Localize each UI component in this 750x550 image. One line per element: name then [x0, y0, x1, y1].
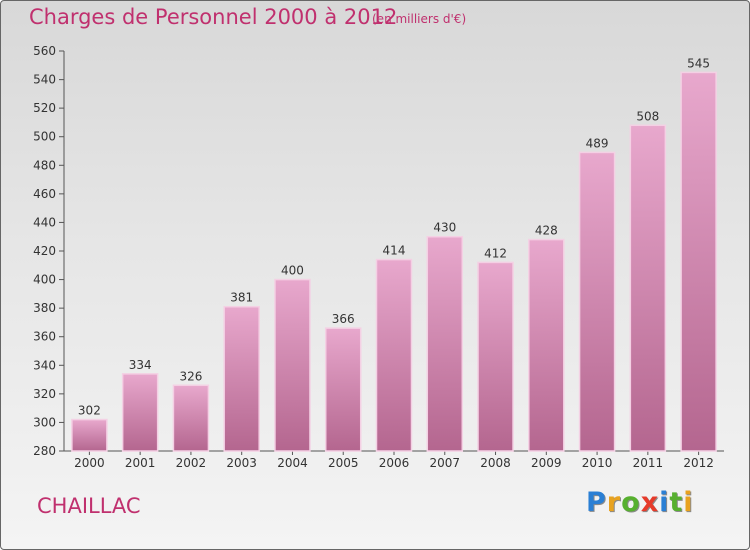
data-label-2007: 430: [433, 221, 456, 235]
y-tick-label: 300: [33, 415, 56, 429]
y-tick-label: 320: [33, 387, 56, 401]
data-label-2006: 414: [383, 244, 406, 258]
bar-2010: [578, 151, 616, 452]
proxiti-logo: Proxiti: [586, 487, 694, 518]
y-tick-label: 520: [33, 101, 56, 115]
x-tick-label-2008: 2008: [480, 456, 511, 470]
commune-name: CHAILLAC: [37, 494, 141, 518]
y-tick-label: 400: [33, 273, 56, 287]
x-tick-label-2006: 2006: [379, 456, 410, 470]
data-label-2003: 381: [230, 291, 253, 305]
data-label-2001: 334: [129, 358, 152, 372]
y-tick-label: 560: [33, 44, 56, 58]
x-tick-label-2009: 2009: [531, 456, 562, 470]
bar-2004: [274, 278, 311, 452]
bar-2012: [680, 71, 717, 452]
logo-letter: o: [621, 487, 641, 518]
chart-subtitle: (en milliers d'€): [372, 12, 467, 26]
data-label-2004: 400: [281, 264, 304, 278]
data-label-2010: 489: [586, 136, 609, 150]
y-tick-label: 440: [33, 215, 56, 229]
x-tick-label-2004: 2004: [277, 456, 308, 470]
x-tick-label-2000: 2000: [74, 456, 105, 470]
logo-letter: i: [659, 487, 670, 518]
y-tick-label: 380: [33, 301, 56, 315]
data-label-2000: 302: [78, 404, 101, 418]
logo-letter: r: [606, 487, 622, 518]
chart-title: Charges de Personnel 2000 à 2012: [29, 5, 398, 29]
x-tick-label-2002: 2002: [176, 456, 207, 470]
bar-2005: [324, 327, 362, 452]
y-tick-label: 340: [33, 358, 56, 372]
bar-2001: [121, 373, 159, 452]
y-tick-label: 480: [33, 158, 56, 172]
y-tick-label: 420: [33, 244, 56, 258]
y-tick-label: 540: [33, 73, 56, 87]
x-tick-label-2005: 2005: [328, 456, 359, 470]
data-label-2012: 545: [687, 56, 710, 70]
bar-2000: [71, 418, 108, 452]
bar-2009: [528, 238, 565, 452]
x-tick-label-2001: 2001: [125, 456, 156, 470]
data-label-2009: 428: [535, 224, 558, 238]
logo-letter: t: [669, 487, 684, 518]
logo-letter: P: [586, 487, 607, 518]
y-tick-label: 460: [33, 187, 56, 201]
bar-2002: [172, 384, 210, 452]
data-label-2005: 366: [332, 312, 355, 326]
data-label-2008: 412: [484, 246, 507, 260]
bar-2008: [477, 261, 514, 452]
bar-2003: [223, 305, 260, 452]
data-label-2002: 326: [179, 369, 202, 383]
y-tick-label: 500: [33, 130, 56, 144]
logo-letter: x: [640, 487, 660, 518]
x-tick-label-2007: 2007: [429, 456, 460, 470]
x-tick-label-2010: 2010: [582, 456, 613, 470]
logo-letter: i: [683, 487, 694, 518]
bar-2007: [426, 235, 464, 452]
y-tick-label: 280: [33, 444, 56, 458]
x-tick-label-2003: 2003: [226, 456, 257, 470]
x-tick-label-2011: 2011: [633, 456, 664, 470]
bar-2006: [375, 258, 413, 452]
x-tick-label-2012: 2012: [683, 456, 714, 470]
data-label-2011: 508: [636, 109, 659, 123]
bar-2011: [629, 124, 667, 452]
y-tick-label: 360: [33, 330, 56, 344]
